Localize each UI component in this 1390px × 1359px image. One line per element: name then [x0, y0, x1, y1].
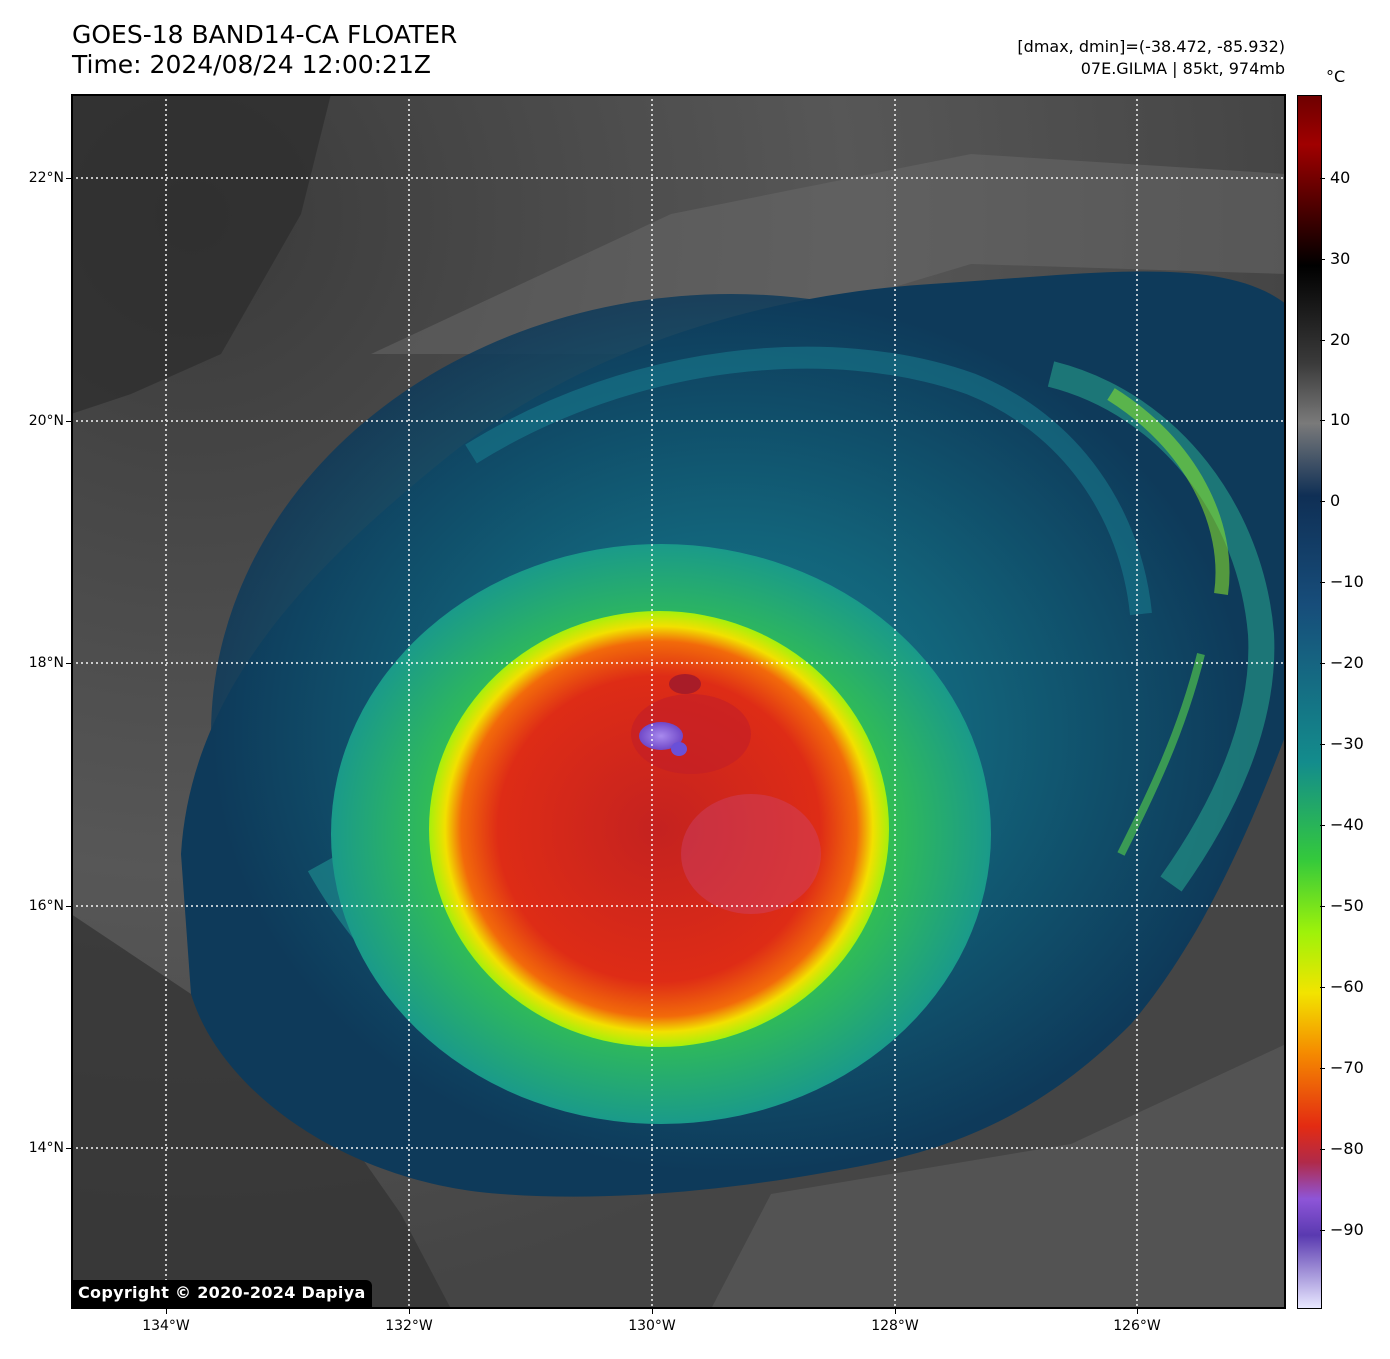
lon-tick [895, 1309, 896, 1314]
image-title: GOES-18 BAND14-CA FLOATER [72, 20, 458, 49]
colorbar-label: −20 [1330, 653, 1364, 672]
colorbar-label: −70 [1330, 1058, 1364, 1077]
lat-label-18n: 18°N [28, 655, 64, 671]
colorbar-label: −50 [1330, 896, 1364, 915]
lon-tick [409, 1309, 410, 1314]
lat-tick [66, 421, 71, 422]
lon-label-132w: 132°W [385, 1318, 433, 1334]
colorbar-label: 0 [1330, 491, 1341, 510]
lon-label-128w: 128°W [871, 1318, 919, 1334]
lon-tick [166, 1309, 167, 1314]
colorbar-label: −10 [1330, 572, 1364, 591]
colorbar-label: −90 [1330, 1220, 1364, 1239]
lon-tick [652, 1309, 653, 1314]
lat-label-14n: 14°N [28, 1140, 64, 1156]
colorbar-label: 10 [1330, 410, 1351, 429]
colorbar-label: 40 [1330, 168, 1351, 187]
colorbar-tick [1320, 340, 1325, 341]
colorbar-label: 30 [1330, 249, 1351, 268]
colorbar-label: −60 [1330, 977, 1364, 996]
colorbar-tick [1320, 1149, 1325, 1150]
storm-info-label: 07E.GILMA | 85kt, 974mb [1080, 59, 1285, 78]
colorbar-label: −80 [1330, 1139, 1364, 1158]
lat-tick [66, 178, 71, 179]
colorbar-tick [1320, 906, 1325, 907]
colorbar-tick [1320, 178, 1325, 179]
colorbar-label: −30 [1330, 734, 1364, 753]
colorbar-tick [1320, 259, 1325, 260]
data-range-label: [dmax, dmin]=(-38.472, -85.932) [1017, 37, 1285, 56]
lat-label-20n: 20°N [28, 413, 64, 429]
lat-tick [66, 1148, 71, 1149]
colorbar-tick [1320, 744, 1325, 745]
colorbar-unit: °C [1326, 67, 1346, 86]
lat-tick [66, 663, 71, 664]
colorbar-tick [1320, 420, 1325, 421]
colorbar-label: −40 [1330, 815, 1364, 834]
colorbar-tick [1320, 987, 1325, 988]
colorbar-tick [1320, 582, 1325, 583]
image-timestamp: Time: 2024/08/24 12:00:21Z [72, 50, 431, 79]
satellite-imagery-svg [71, 94, 1286, 1309]
colorbar-tick [1320, 1068, 1325, 1069]
satellite-image [71, 94, 1286, 1309]
colorbar-label: 20 [1330, 330, 1351, 349]
lat-label-22n: 22°N [28, 170, 64, 186]
lat-label-16n: 16°N [28, 898, 64, 914]
colorbar-tick [1320, 825, 1325, 826]
temperature-colorbar [1297, 95, 1322, 1309]
lon-label-130w: 130°W [628, 1318, 676, 1334]
lat-tick [66, 906, 71, 907]
lon-tick [1137, 1309, 1138, 1314]
colorbar-tick [1320, 501, 1325, 502]
lon-label-126w: 126°W [1113, 1318, 1161, 1334]
lon-label-134w: 134°W [142, 1318, 190, 1334]
copyright-label: Copyright © 2020-2024 Dapiya [73, 1280, 372, 1307]
colorbar-tick [1320, 1230, 1325, 1231]
colorbar-tick [1320, 663, 1325, 664]
